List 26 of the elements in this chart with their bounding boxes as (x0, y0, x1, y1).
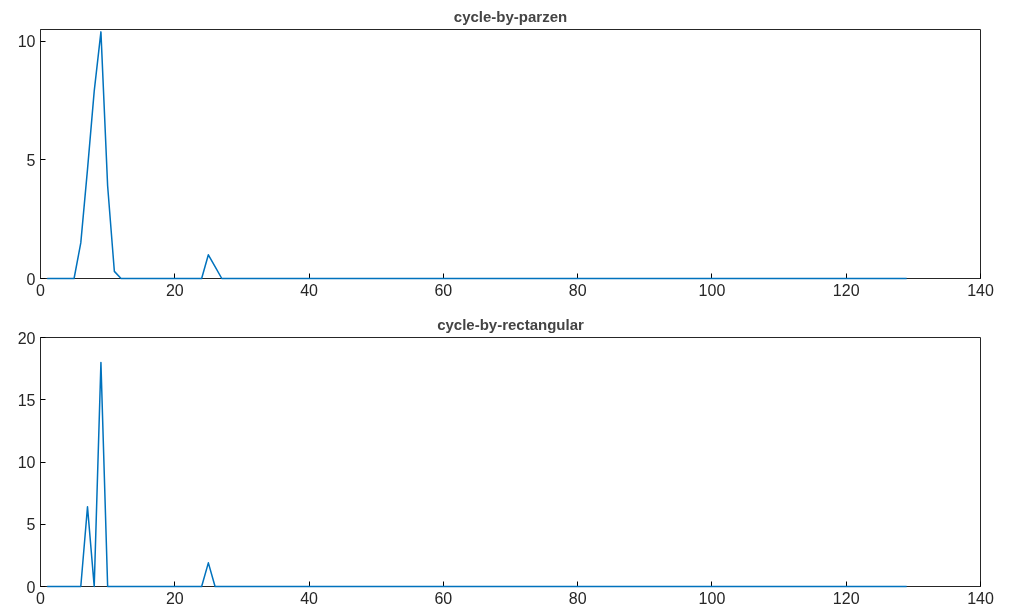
chart-title: cycle-by-rectangular (437, 315, 585, 333)
y-tick-label: 10 (17, 33, 36, 51)
x-tick-label: 140 (967, 589, 994, 607)
line-series (46, 31, 908, 280)
y-tick-label: 20 (17, 329, 36, 347)
x-tick-label: 120 (832, 281, 860, 299)
x-tick-label: 20 (165, 589, 184, 607)
chart-title: cycle-by-parzen (453, 7, 568, 25)
x-tick-label: 60 (434, 589, 453, 607)
line-series (46, 361, 908, 588)
x-tick-label: 40 (300, 281, 319, 299)
y-tick-label: 10 (17, 454, 36, 471)
x-tick-label: 40 (300, 589, 319, 607)
x-tick-label: 80 (568, 281, 587, 299)
x-tick-label: 80 (568, 589, 587, 607)
x-tick-label: 60 (434, 281, 453, 299)
x-tick-label: 140 (967, 281, 994, 299)
y-tick-label: 5 (26, 151, 36, 169)
x-tick-label: 100 (698, 589, 726, 607)
y-tick-label: 5 (26, 516, 36, 534)
x-tick-label: 20 (165, 281, 184, 299)
y-tick-label: 0 (26, 578, 36, 596)
y-tick-label: 15 (17, 391, 36, 409)
x-tick-label: 100 (698, 281, 726, 299)
x-tick-label: 120 (832, 589, 860, 607)
y-tick-label: 0 (26, 270, 36, 288)
